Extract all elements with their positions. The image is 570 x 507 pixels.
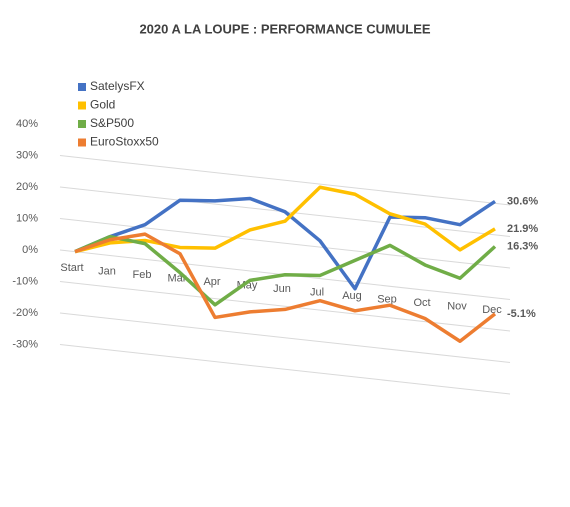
y-tick-label: 30% — [16, 149, 38, 161]
legend-swatch — [78, 101, 86, 110]
series-line — [74, 185, 496, 254]
legend-swatch — [78, 83, 86, 91]
y-tick-label: -10% — [12, 275, 38, 287]
y-tick-label: 20% — [16, 181, 38, 193]
x-tick-label: Dec — [482, 304, 502, 316]
series-line — [74, 234, 497, 307]
legend-label: EuroStoxx50 — [90, 135, 159, 149]
legend-swatch — [78, 138, 86, 147]
legend-swatch — [78, 120, 86, 128]
x-tick-label: May — [237, 279, 258, 291]
y-tick-label: 40% — [16, 118, 38, 130]
legend-label: Gold — [90, 98, 115, 112]
y-tick-label: -20% — [12, 307, 38, 319]
x-tick-label: Aug — [342, 290, 362, 302]
legend-label: SatelysFX — [90, 79, 145, 93]
x-tick-label: Feb — [133, 269, 152, 281]
x-tick-label: Oct — [413, 297, 430, 309]
value-label: -5.1% — [507, 308, 536, 320]
series-line — [74, 196, 496, 291]
x-tick-label: Nov — [447, 300, 467, 312]
y-tick-label: 10% — [16, 212, 38, 224]
grid-line — [59, 312, 511, 363]
grid-line — [59, 155, 511, 206]
y-tick-label: 0% — [22, 244, 38, 256]
y-tick-label: -30% — [12, 338, 38, 350]
legend-label: S&P500 — [90, 116, 134, 130]
value-label: 30.6% — [507, 195, 538, 207]
x-tick-label: Jul — [310, 286, 324, 298]
grid-line — [59, 344, 511, 395]
grid-line — [59, 281, 511, 332]
x-tick-label: Start — [60, 262, 83, 274]
x-tick-label: Jun — [273, 283, 291, 295]
x-tick-label: Jan — [98, 265, 116, 277]
value-label: 16.3% — [507, 240, 538, 252]
chart-title: 2020 A LA LOUPE : PERFORMANCE CUMULEE — [139, 21, 430, 36]
value-label: 21.9% — [507, 223, 538, 235]
series-line — [74, 232, 497, 343]
x-tick-label: Sep — [377, 293, 397, 305]
x-tick-label: Apr — [203, 276, 220, 288]
